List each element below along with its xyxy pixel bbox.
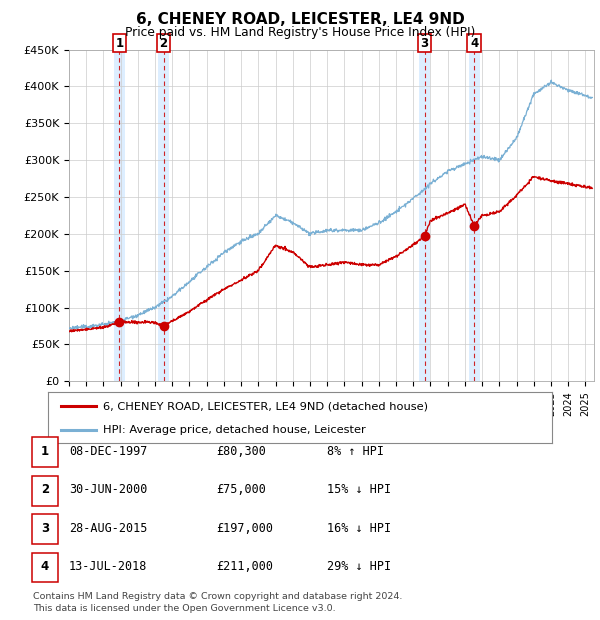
Bar (158, 50, 169, 381)
Text: 2: 2 (160, 37, 168, 50)
Text: 29% ↓ HPI: 29% ↓ HPI (327, 560, 391, 573)
Text: 4: 4 (41, 560, 49, 573)
Text: £75,000: £75,000 (216, 484, 266, 496)
Text: 08-DEC-1997: 08-DEC-1997 (69, 445, 148, 458)
Text: 15% ↓ HPI: 15% ↓ HPI (327, 484, 391, 496)
Bar (114, 50, 125, 381)
Text: £80,300: £80,300 (216, 445, 266, 458)
Text: £211,000: £211,000 (216, 560, 273, 573)
Text: 6, CHENEY ROAD, LEICESTER, LE4 9ND (detached house): 6, CHENEY ROAD, LEICESTER, LE4 9ND (deta… (103, 401, 428, 411)
Text: 1: 1 (115, 37, 124, 50)
Text: 2: 2 (41, 484, 49, 496)
Bar (469, 50, 480, 381)
Text: 3: 3 (421, 37, 428, 50)
Text: 4: 4 (470, 37, 478, 50)
Text: 16% ↓ HPI: 16% ↓ HPI (327, 522, 391, 534)
Text: 30-JUN-2000: 30-JUN-2000 (69, 484, 148, 496)
Text: £197,000: £197,000 (216, 522, 273, 534)
Text: 3: 3 (41, 522, 49, 534)
Text: 28-AUG-2015: 28-AUG-2015 (69, 522, 148, 534)
Text: Price paid vs. HM Land Registry's House Price Index (HPI): Price paid vs. HM Land Registry's House … (125, 26, 475, 39)
Text: 1: 1 (41, 445, 49, 458)
Text: 13-JUL-2018: 13-JUL-2018 (69, 560, 148, 573)
Text: 8% ↑ HPI: 8% ↑ HPI (327, 445, 384, 458)
Text: 6, CHENEY ROAD, LEICESTER, LE4 9ND: 6, CHENEY ROAD, LEICESTER, LE4 9ND (136, 12, 464, 27)
Text: Contains HM Land Registry data © Crown copyright and database right 2024.
This d: Contains HM Land Registry data © Crown c… (33, 592, 403, 613)
Bar (419, 50, 430, 381)
Text: HPI: Average price, detached house, Leicester: HPI: Average price, detached house, Leic… (103, 425, 366, 435)
